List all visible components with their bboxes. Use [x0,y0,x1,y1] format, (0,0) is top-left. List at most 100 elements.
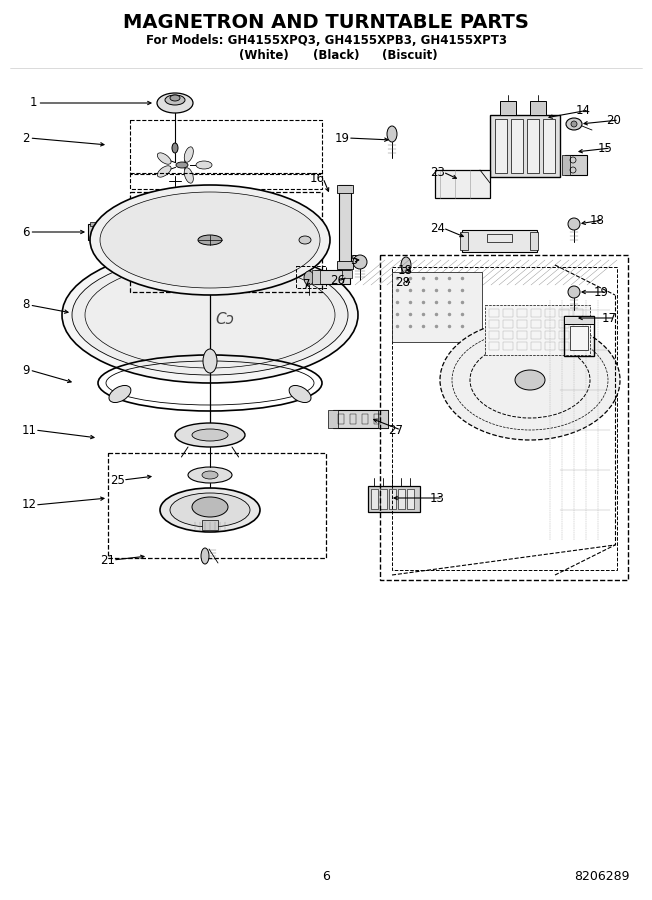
Bar [489,320,499,328]
Ellipse shape [157,93,193,113]
Bar [562,155,570,175]
Bar [559,331,569,339]
Text: 1: 1 [30,96,38,110]
Text: 8206289: 8206289 [574,870,630,884]
Ellipse shape [568,218,580,230]
Ellipse shape [170,493,250,527]
Bar [489,342,499,350]
Bar [559,342,569,350]
Bar [333,410,388,428]
Bar [565,155,587,175]
Bar [530,232,538,250]
Bar [545,320,555,328]
Bar [517,342,527,350]
Bar [517,309,527,317]
Ellipse shape [90,185,330,295]
Text: 2: 2 [22,131,29,145]
Ellipse shape [299,236,311,244]
Bar [90,240,104,244]
Bar [389,489,396,509]
Ellipse shape [157,153,171,164]
Bar [362,414,368,424]
Bar [435,170,490,198]
Ellipse shape [72,255,348,375]
Bar [328,410,338,428]
Bar [511,119,523,173]
Bar [315,270,350,284]
Bar [545,309,555,317]
Bar [517,331,527,339]
Ellipse shape [196,161,212,169]
Ellipse shape [198,235,222,245]
Text: 11: 11 [22,424,37,436]
Text: 9: 9 [22,364,29,376]
Bar [543,119,555,173]
Ellipse shape [176,162,188,168]
Ellipse shape [401,257,411,273]
Ellipse shape [387,126,397,142]
Bar [312,270,320,284]
Bar [573,320,583,328]
Text: Cɔ: Cɔ [216,312,235,328]
Text: 21: 21 [100,554,115,566]
Bar [490,115,560,177]
Ellipse shape [304,271,314,285]
Ellipse shape [568,286,580,298]
Text: 5: 5 [350,254,357,266]
Bar [90,222,104,226]
Text: For Models: GH4155XPQ3, GH4155XPB3, GH4155XPT3: For Models: GH4155XPQ3, GH4155XPB3, GH41… [145,33,507,47]
Bar [380,255,628,580]
Bar [531,320,541,328]
Ellipse shape [192,429,228,441]
Text: 14: 14 [576,104,591,116]
Bar [338,414,344,424]
Text: 6: 6 [322,870,330,884]
Text: (Black): (Black) [313,49,359,61]
Bar [378,410,388,428]
Bar [573,309,583,317]
Text: 25: 25 [110,473,125,487]
Bar [500,101,516,115]
Ellipse shape [203,349,217,373]
Ellipse shape [160,488,260,532]
Bar [462,230,537,252]
Ellipse shape [440,320,620,440]
Bar [392,267,617,570]
Text: 17: 17 [602,311,617,325]
Text: 15: 15 [598,141,613,155]
Bar [559,309,569,317]
Text: 13: 13 [430,491,445,505]
Bar [545,331,555,339]
Text: 18: 18 [398,264,413,276]
Bar [130,192,322,292]
Bar [374,414,380,424]
Ellipse shape [185,147,194,162]
Bar [503,309,513,317]
Ellipse shape [201,548,209,564]
Bar [503,342,513,350]
Bar [495,119,507,173]
Bar [407,489,414,509]
Ellipse shape [157,166,171,177]
Bar [337,185,353,193]
Bar [202,520,218,530]
Ellipse shape [202,471,218,479]
Ellipse shape [188,467,232,483]
Bar [398,489,405,509]
Text: 19: 19 [335,131,350,145]
Text: 24: 24 [430,221,445,235]
Ellipse shape [62,247,358,383]
Text: 7: 7 [303,278,310,292]
Ellipse shape [289,385,311,402]
Bar [530,101,546,115]
Bar [517,320,527,328]
Bar [403,278,419,288]
Ellipse shape [165,95,185,105]
Text: (White): (White) [239,49,289,61]
Text: 20: 20 [606,113,621,127]
Bar [487,234,512,242]
Bar [130,173,322,189]
Ellipse shape [353,255,367,269]
Text: 23: 23 [430,166,445,178]
Bar [573,331,583,339]
